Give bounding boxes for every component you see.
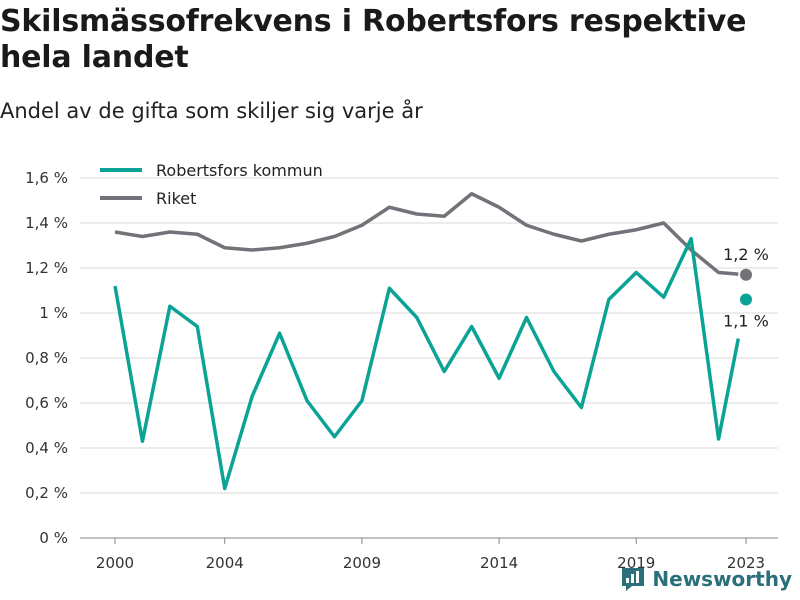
grid-lines — [80, 177, 778, 539]
legend-label-riket: Riket — [156, 189, 196, 208]
series-lines — [113, 192, 752, 491]
series-line-riket — [114, 192, 739, 276]
brand-name: Newsworthy — [652, 567, 792, 591]
legend-label-robertsfors: Robertsfors kommun — [156, 161, 323, 180]
y-tick-label: 1,4 % — [25, 214, 68, 232]
x-tick-label: 2014 — [480, 554, 518, 572]
y-tick-label: 1,2 % — [25, 259, 68, 277]
end-point-riket — [740, 268, 752, 281]
y-tick-label: 0 % — [39, 529, 68, 547]
series-line-robertsfors — [113, 237, 741, 491]
chart-subtitle: Andel av de gifta som skiljer sig varje … — [0, 99, 423, 123]
y-tick-label: 0,2 % — [25, 484, 68, 502]
legend: Robertsfors kommun Riket — [100, 161, 323, 208]
newsworthy-brand[interactable]: Newsworthy — [620, 566, 792, 592]
chart-title: Skilsmässofrekvens i Robertsfors respekt… — [0, 4, 747, 75]
end-label-riket: 1,2 % — [723, 245, 769, 264]
x-tick-label: 2000 — [96, 554, 134, 572]
x-axis-ticks: 2000 2004 2009 2014 2019 2023 — [96, 538, 765, 572]
end-point-robertsfors — [740, 293, 752, 306]
y-tick-label: 0,6 % — [25, 394, 68, 412]
x-tick-label: 2004 — [206, 554, 244, 572]
x-tick-label: 2009 — [343, 554, 381, 572]
y-tick-label: 1 % — [39, 304, 68, 322]
y-tick-label: 0,4 % — [25, 439, 68, 457]
y-tick-label: 1,6 % — [25, 169, 68, 187]
newsworthy-logo-icon — [622, 568, 645, 591]
x-tick-label: 2023 — [727, 554, 765, 572]
y-tick-label: 0,8 % — [25, 349, 68, 367]
end-labels: 1,2 % 1,1 % — [723, 245, 769, 331]
y-axis-ticks: 0 % 0,2 % 0,4 % 0,6 % 0,8 % 1 % 1,2 % 1,4 % 1,6 … — [25, 169, 68, 547]
x-tick-label: 2019 — [617, 554, 655, 572]
end-label-robertsfors: 1,1 % — [723, 312, 769, 331]
